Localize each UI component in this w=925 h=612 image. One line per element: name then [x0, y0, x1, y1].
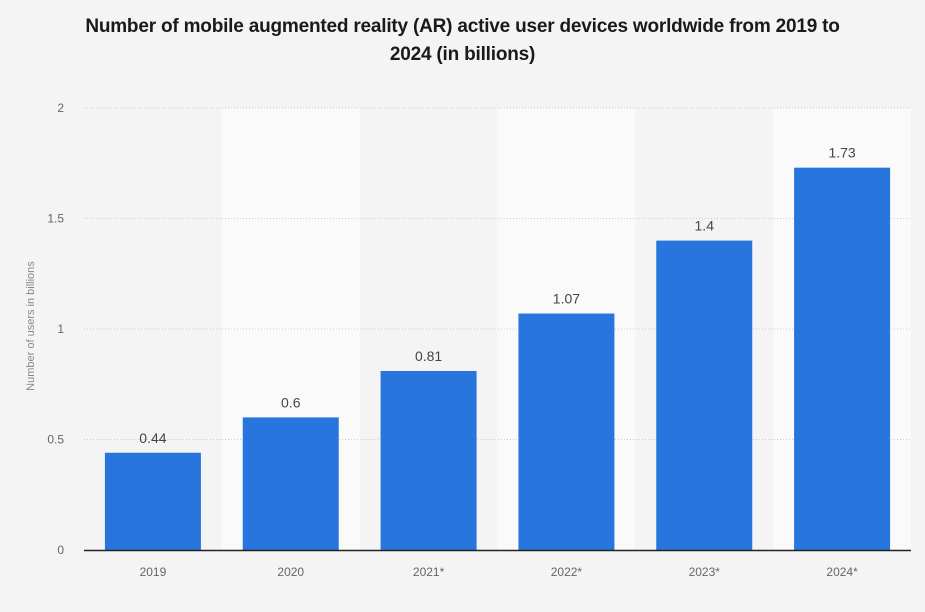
value-label: 0.81 — [415, 348, 442, 364]
y-tick-label: 1.5 — [47, 212, 64, 226]
y-axis-title: Number of users in billions — [25, 261, 37, 391]
bar-2021[interactable] — [380, 370, 477, 550]
x-tick-label: 2019 — [140, 565, 167, 579]
chart-title-line-2: 2024 (in billions) — [389, 44, 536, 65]
y-tick-label: 2 — [57, 101, 64, 115]
y-axis-ticks: 0 0.5 1 1.5 2 — [47, 101, 64, 557]
value-label: 1.73 — [828, 145, 855, 161]
y-tick-label: 0.5 — [47, 433, 64, 447]
y-tick-label: 1 — [57, 322, 64, 336]
bar-2019[interactable] — [104, 452, 201, 550]
value-label: 1.07 — [553, 291, 580, 307]
bar-2022[interactable] — [518, 313, 615, 550]
x-axis-ticks: 2019 2020 2021* 2022* 2023* 2024* — [140, 565, 859, 579]
bars — [104, 167, 891, 551]
x-tick-label: 2024* — [826, 565, 858, 579]
value-label: 0.44 — [139, 430, 166, 446]
chart-title-line-1: Number of mobile augmented reality (AR) … — [85, 16, 840, 37]
bar-2024[interactable] — [794, 167, 891, 551]
value-label: 1.4 — [695, 218, 715, 234]
value-label: 0.6 — [281, 394, 301, 410]
y-tick-label: 0 — [57, 543, 64, 557]
chart-title: Number of mobile augmented reality (AR) … — [0, 13, 925, 69]
x-tick-label: 2022* — [551, 565, 583, 579]
value-labels: 0.44 0.6 0.81 1.07 1.4 1.73 — [139, 145, 856, 446]
x-tick-label: 2020 — [277, 565, 304, 579]
x-tick-label: 2021* — [413, 565, 445, 579]
x-tick-label: 2023* — [689, 565, 721, 579]
bar-2023[interactable] — [656, 240, 753, 550]
bar-2020[interactable] — [242, 417, 339, 550]
